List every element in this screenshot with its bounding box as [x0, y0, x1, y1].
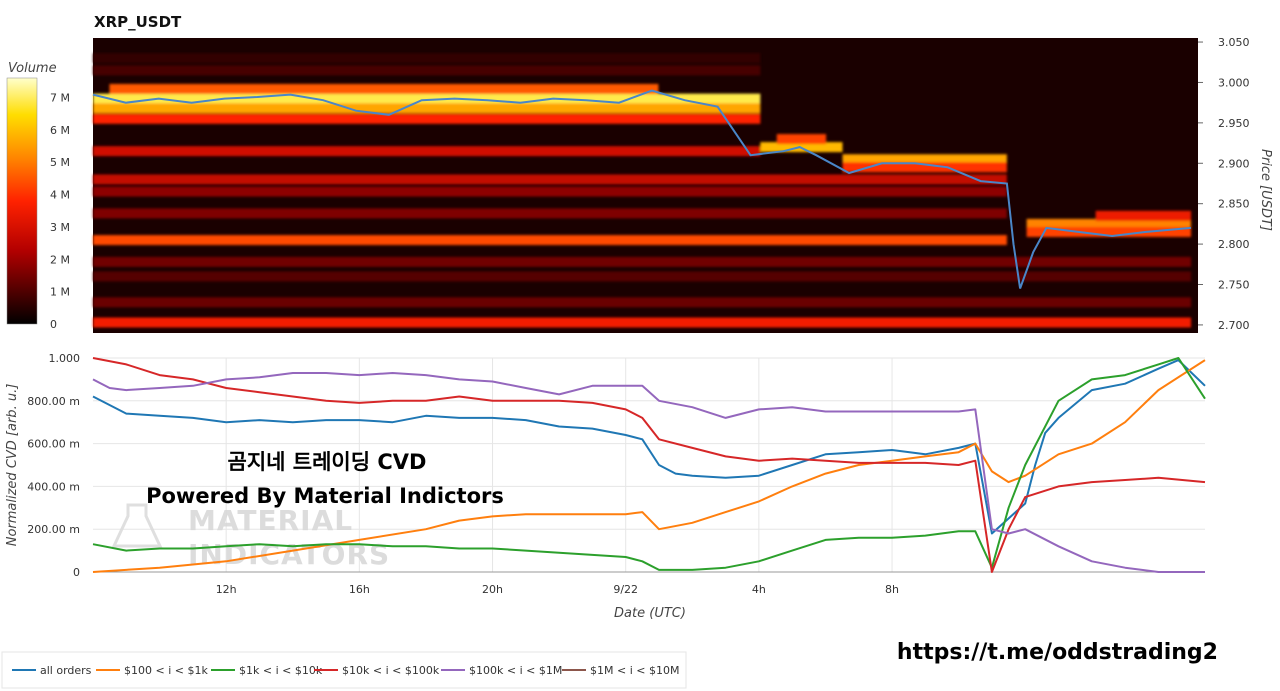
cvd-x-tick-label: 16h [349, 583, 370, 596]
heatmap-band-0 [93, 93, 761, 104]
heatmap-band-7 [842, 162, 1007, 173]
colorbar-tick-label: 2 M [50, 253, 70, 266]
colorbar-tick-label: 1 M [50, 286, 70, 299]
cvd-series-line-3 [92, 357, 1206, 573]
material-indicators-watermark: MATERIAL INDICATORS [111, 503, 390, 571]
legend-items: all orders $100 < i < $1k $1k < i < $10k $1… [12, 664, 679, 677]
heatmap-bands [93, 53, 1191, 328]
heatmap-band-17 [1026, 218, 1191, 229]
heatmap-band-9 [93, 174, 1007, 185]
cvd-x-tick-label: 8h [885, 583, 899, 596]
heatmap-band-21 [93, 65, 761, 76]
cvd-series-line-1 [92, 359, 1206, 573]
legend-label: $100 < i < $1k [124, 664, 208, 677]
cvd-y-tick-label: 1.000 [49, 352, 81, 365]
heatmap-band-5 [776, 134, 827, 145]
price-line [92, 89, 1192, 289]
colorbar-title: Volume [8, 61, 57, 76]
price-tick-label: 3.050 [1218, 36, 1250, 49]
heatmap-band-8 [93, 146, 761, 157]
colorbar-tick-label: 3 M [50, 221, 70, 234]
heatmap-band-12 [93, 235, 1007, 246]
cvd-panel: MATERIAL INDICATORS 1.000 800.00 m 600.00 … [5, 352, 1206, 621]
powered-by-overlay: Powered By Material Indictors [146, 484, 504, 508]
colorbar-scale [6, 77, 38, 325]
heatmap-band-14 [93, 271, 1191, 282]
legend: all orders $100 < i < $1k $1k < i < $10k $1… [1, 651, 687, 689]
cvd-y-axis-ticks: 1.000 800.00 m 600.00 m 400.00 m 200.00 m 0 [27, 352, 80, 579]
cvd-series-line-0 [92, 359, 1206, 535]
cvd-series-lines [92, 357, 1206, 573]
watermark-line2: INDICATORS [188, 538, 390, 571]
legend-label: $10k < i < $100k [342, 664, 440, 677]
cvd-x-axis-ticks: 12h 16h 20h 9/22 4h 8h [216, 583, 899, 596]
cvd-x-axis-title: Date (UTC) [614, 606, 686, 621]
heatmap-band-13 [93, 256, 1191, 267]
cvd-series-line-4 [92, 372, 1205, 573]
price-axis-ticks: 3.050 3.000 2.950 2.900 2.850 2.800 2.750 2.700 [1198, 36, 1250, 332]
telegram-link[interactable]: https://t.me/oddstrading2 [897, 640, 1218, 665]
cvd-series-line-2 [92, 357, 1206, 571]
legend-label: $1M < i < $10M [590, 664, 679, 677]
price-tick-label: 2.850 [1218, 198, 1250, 211]
heatmap-band-19 [1095, 210, 1191, 221]
price-tick-label: 3.000 [1218, 76, 1250, 89]
heatmap-band-20 [93, 53, 761, 64]
colorbar-ticks: 7 M 6 M 5 M 4 M 3 M 2 M 1 M 0 [50, 91, 70, 331]
korean-title-overlay: 곰지네 트레이딩 CVD [228, 450, 427, 474]
cvd-x-tick-label: 20h [482, 583, 503, 596]
heatmap-band-15 [93, 297, 1191, 308]
colorbar: Volume 7 M 6 M 5 M 4 M 3 M 2 M 1 M 0 [6, 61, 70, 331]
colorbar-tick-label: 6 M [50, 124, 70, 137]
price-tick-label: 2.750 [1218, 279, 1250, 292]
cvd-x-tick-label: 9/22 [613, 583, 638, 596]
legend-label: $1k < i < $10k [239, 664, 323, 677]
heatmap-band-3 [93, 113, 761, 124]
price-tick-label: 2.700 [1218, 319, 1250, 332]
flask-logo-icon [111, 503, 163, 548]
cvd-y-tick-label: 0 [73, 566, 80, 579]
price-tick-label: 2.950 [1218, 117, 1250, 130]
colorbar-tick-label: 4 M [50, 189, 70, 202]
heatmap-band-18 [1026, 226, 1191, 237]
colorbar-tick-label: 5 M [50, 156, 70, 169]
cvd-y-tick-label: 200.00 m [27, 523, 80, 536]
cvd-y-tick-label: 600.00 m [27, 438, 80, 451]
cvd-y-tick-label: 800.00 m [27, 395, 80, 408]
heatmap-band-1 [93, 103, 761, 114]
cvd-y-axis-title: Normalized CVD [arb. u.] [5, 384, 20, 547]
price-tick-label: 2.800 [1218, 238, 1250, 251]
cvd-gridlines [93, 357, 1205, 573]
heatmap-panel: 3.050 3.000 2.950 2.900 2.850 2.800 2.750 2.700… [92, 36, 1273, 333]
colorbar-tick-label: 0 [50, 318, 57, 331]
heatmap-band-6 [842, 154, 1007, 165]
watermark-line1: MATERIAL [188, 504, 353, 537]
heatmap-band-16 [93, 317, 1191, 328]
price-tick-label: 2.900 [1218, 157, 1250, 170]
legend-label: all orders [40, 664, 92, 677]
heatmap-band-10 [93, 186, 1007, 197]
heatmap-background [93, 38, 1198, 333]
legend-label: $100k < i < $1M [469, 664, 562, 677]
heatmap-band-11 [93, 208, 1007, 219]
colorbar-tick-label: 7 M [50, 91, 70, 104]
cvd-x-tick-label: 4h [752, 583, 766, 596]
price-axis-title: Price [USDT] [1258, 149, 1273, 231]
cvd-x-tick-label: 12h [216, 583, 237, 596]
cvd-y-tick-label: 400.00 m [27, 480, 80, 493]
heatmap-title: XRP_USDT [94, 13, 182, 31]
heatmap-band-2 [109, 83, 659, 94]
